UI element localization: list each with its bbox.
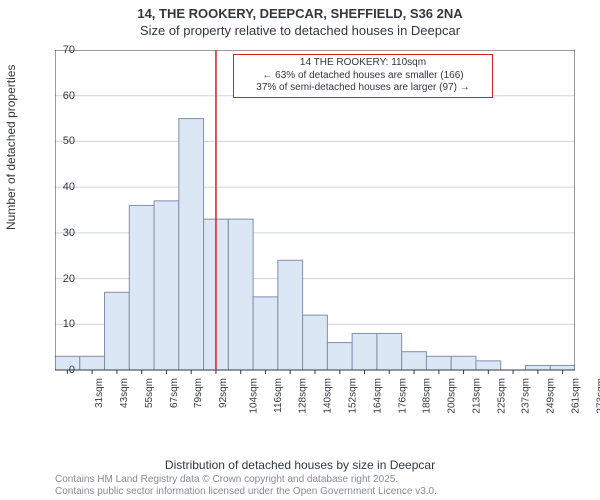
- x-tick: 249sqm: [546, 378, 557, 414]
- x-tick: 79sqm: [193, 378, 204, 408]
- attribution-text: Contains HM Land Registry data © Crown c…: [55, 474, 437, 498]
- x-tick: 67sqm: [169, 378, 180, 408]
- bar: [476, 361, 501, 370]
- annotation-larger: 37% of semi-detached houses are larger (…: [240, 82, 486, 95]
- y-tick: 60: [53, 90, 75, 102]
- annotation-smaller: ← 63% of detached houses are smaller (16…: [240, 70, 486, 83]
- x-tick: 116sqm: [273, 378, 284, 413]
- bar: [80, 356, 105, 370]
- y-tick: 50: [53, 135, 75, 147]
- bar: [179, 119, 204, 370]
- bar: [303, 315, 328, 370]
- bar: [402, 352, 427, 370]
- x-tick: 92sqm: [218, 378, 229, 408]
- x-tick: 55sqm: [144, 378, 155, 408]
- y-tick: 70: [53, 44, 75, 56]
- x-tick: 43sqm: [119, 378, 130, 408]
- bar: [327, 343, 352, 370]
- bar: [228, 219, 253, 370]
- bar: [253, 297, 278, 370]
- bar: [451, 356, 476, 370]
- chart-subtitle: Size of property relative to detached ho…: [0, 23, 600, 40]
- plot-area: [55, 50, 575, 420]
- bar: [377, 333, 402, 370]
- x-tick: 164sqm: [372, 378, 383, 414]
- bar: [426, 356, 451, 370]
- y-tick: 40: [53, 181, 75, 193]
- x-tick: 188sqm: [422, 378, 433, 414]
- attribution-line2: Contains public sector information licen…: [55, 486, 437, 498]
- bar: [525, 365, 550, 370]
- bar: [105, 292, 130, 370]
- bar: [154, 201, 179, 370]
- chart-title: 14, THE ROOKERY, DEEPCAR, SHEFFIELD, S36…: [0, 0, 600, 23]
- annotation-box: 14 THE ROOKERY: 110sqm ← 63% of detached…: [233, 54, 493, 98]
- x-tick: 31sqm: [94, 378, 105, 408]
- x-tick: 273sqm: [595, 378, 600, 414]
- bar: [129, 205, 154, 370]
- x-tick: 261sqm: [570, 378, 581, 414]
- annotation-title: 14 THE ROOKERY: 110sqm: [240, 57, 486, 70]
- y-tick: 0: [53, 364, 75, 376]
- bar: [352, 333, 377, 370]
- x-tick: 176sqm: [397, 378, 408, 414]
- y-tick: 10: [53, 318, 75, 330]
- x-tick: 213sqm: [471, 378, 482, 414]
- x-tick: 140sqm: [323, 378, 334, 414]
- bar: [550, 365, 575, 370]
- y-tick: 30: [53, 227, 75, 239]
- x-axis-label: Distribution of detached houses by size …: [0, 458, 600, 472]
- bar: [278, 260, 303, 370]
- x-tick: 200sqm: [447, 378, 458, 414]
- attribution-line1: Contains HM Land Registry data © Crown c…: [55, 474, 437, 486]
- x-tick: 104sqm: [249, 378, 260, 414]
- y-tick: 20: [53, 273, 75, 285]
- x-tick: 128sqm: [298, 378, 309, 414]
- x-tick: 237sqm: [521, 378, 532, 414]
- x-tick: 152sqm: [348, 378, 359, 414]
- x-tick: 225sqm: [496, 378, 507, 414]
- y-axis-label: Number of detached properties: [4, 65, 18, 230]
- chart-container: 14, THE ROOKERY, DEEPCAR, SHEFFIELD, S36…: [0, 0, 600, 500]
